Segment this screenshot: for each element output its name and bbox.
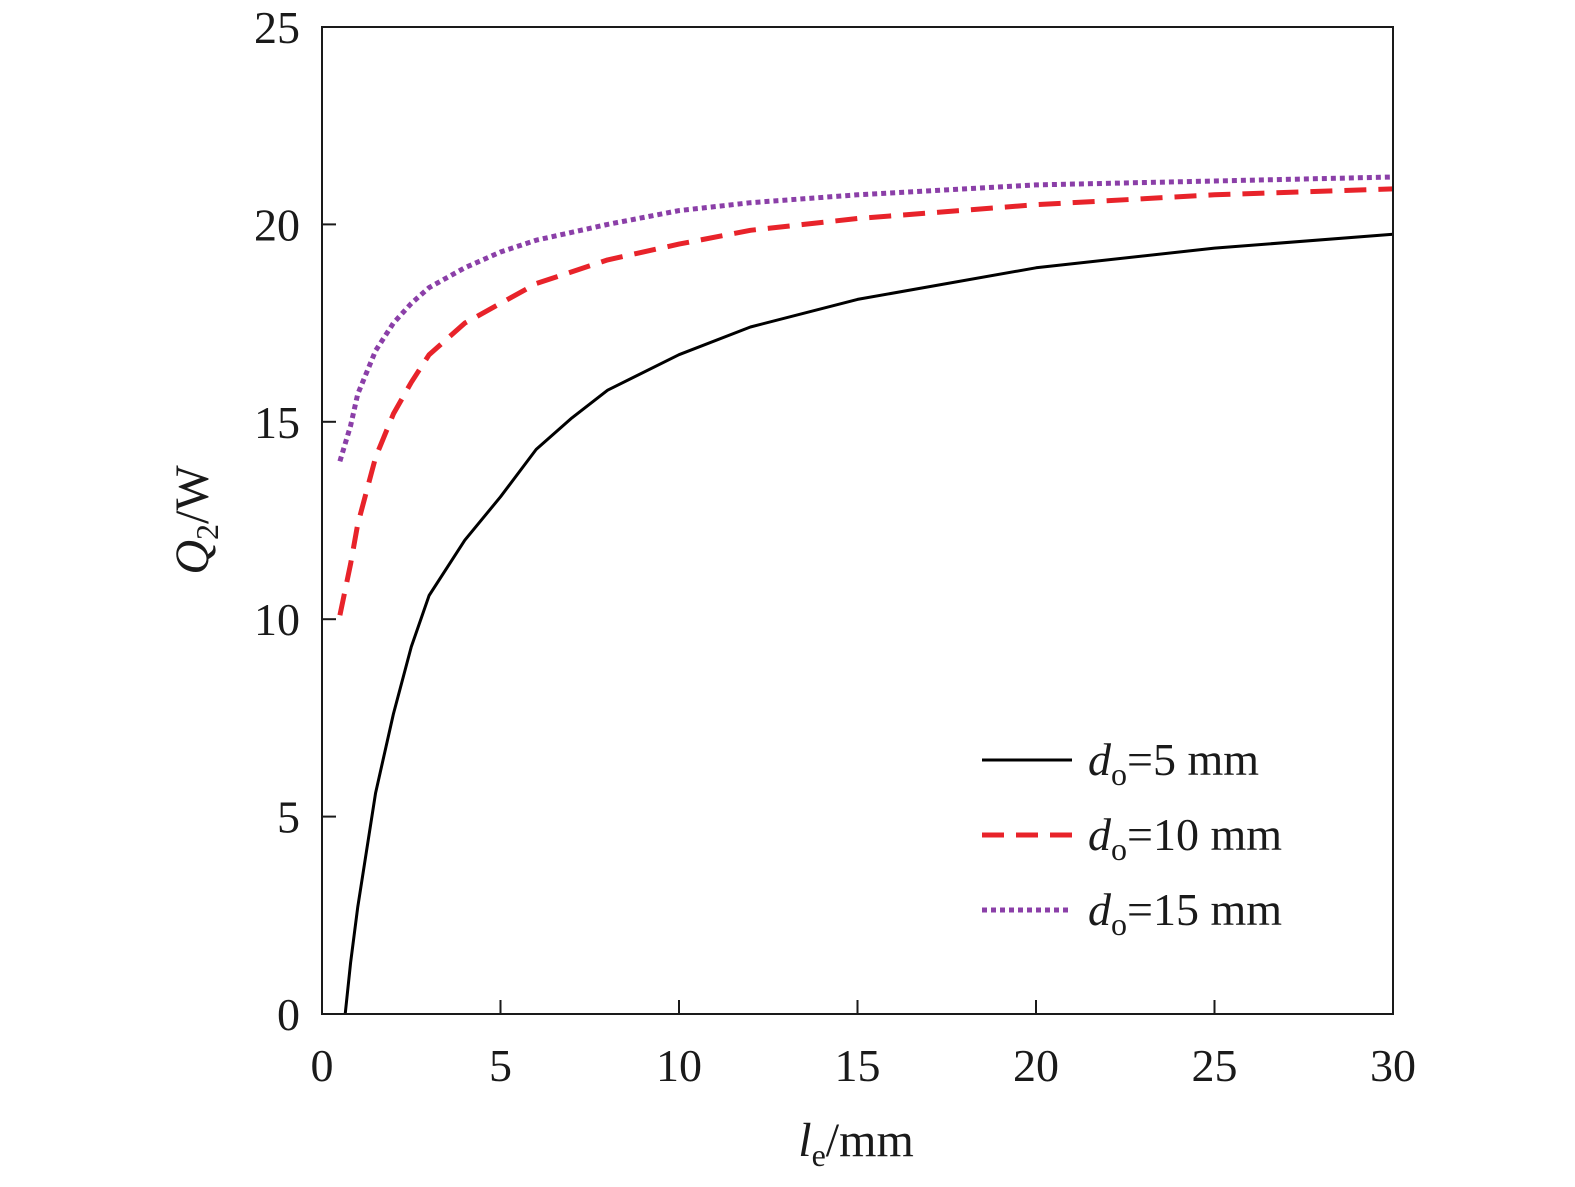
y-tick-label: 25	[254, 2, 300, 53]
x-tick-label: 25	[1192, 1040, 1238, 1091]
x-tick-label: 15	[835, 1040, 881, 1091]
y-axis-label: Q2/W	[166, 465, 225, 575]
x-axis-label: le/mm	[798, 1114, 914, 1173]
legend-item-do-10mm: do=10 mm	[982, 809, 1282, 867]
series-line-do-10mm	[337, 186, 1394, 616]
series-line-do-5mm	[343, 232, 1394, 1015]
y-tick-label: 15	[254, 397, 300, 448]
x-tick-label: 30	[1370, 1040, 1416, 1091]
y-tick-label: 10	[254, 594, 300, 645]
y-tick-label: 20	[254, 199, 300, 250]
x-tick-label: 5	[489, 1040, 512, 1091]
y-tick-label: 5	[277, 792, 300, 843]
y-tick-label: 0	[277, 989, 300, 1040]
x-tick-label: 0	[311, 1040, 334, 1091]
legend-item-do-15mm: do=15 mm	[982, 884, 1282, 942]
x-tick-label: 10	[656, 1040, 702, 1091]
legend: do=5 mm do=10 mm do=15 mm	[982, 734, 1282, 942]
x-tick-label: 20	[1013, 1040, 1059, 1091]
legend-label-do-5mm: do=5 mm	[1088, 734, 1259, 792]
axes: 0 5 10 15 20 25 30 0 5 10 15 20 25	[254, 2, 1416, 1091]
legend-label-do-10mm: do=10 mm	[1088, 809, 1282, 867]
series-line-do-15mm	[337, 174, 1394, 463]
plot-area	[337, 174, 1394, 1015]
legend-label-do-15mm: do=15 mm	[1088, 884, 1282, 942]
legend-item-do-5mm: do=5 mm	[982, 734, 1259, 792]
